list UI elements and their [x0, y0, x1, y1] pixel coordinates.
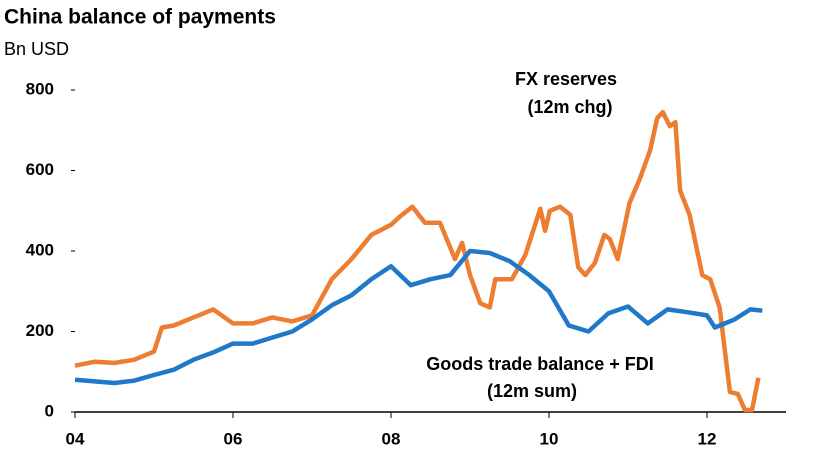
annotation: FX reserves: [515, 69, 617, 89]
y-tick-label: 400: [26, 240, 54, 259]
x-tick-label: 08: [382, 429, 401, 448]
annotation: (12m sum): [487, 381, 577, 401]
y-tick-label: 200: [26, 321, 54, 340]
series-line: [74, 248, 763, 386]
y-tick-label: 800: [26, 79, 54, 98]
chart-subtitle: Bn USD: [4, 39, 69, 59]
x-tick-label: 06: [224, 429, 243, 448]
x-tick-label: 10: [540, 429, 559, 448]
x-tick-label: 04: [66, 429, 85, 448]
y-tick-label: 0: [45, 401, 54, 420]
x-tick-label: 12: [698, 429, 717, 448]
annotation: (12m chg): [527, 97, 612, 117]
y-tick-label: 600: [26, 160, 54, 179]
chart-title: China balance of payments: [4, 6, 276, 29]
annotation: Goods trade balance + FDI: [426, 354, 654, 374]
